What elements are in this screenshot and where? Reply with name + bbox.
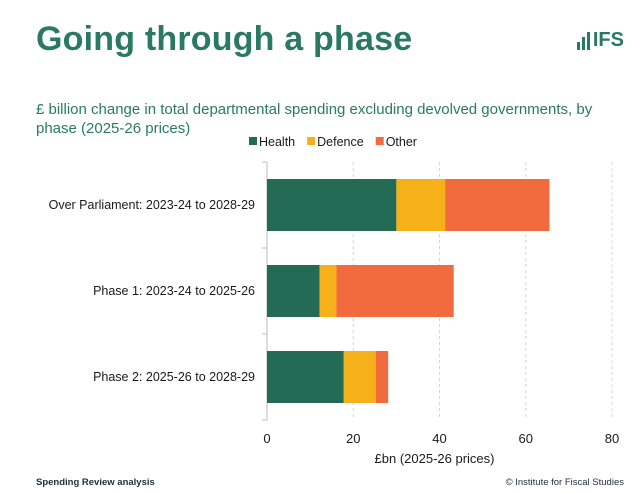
legend-label-health: Health: [259, 135, 295, 149]
x-axis-label: £bn (2025-26 prices): [375, 451, 495, 466]
footer-copyright: © Institute for Fiscal Studies: [505, 477, 624, 488]
x-tick-label-3: 60: [519, 431, 533, 446]
ifs-logo-bars-icon: [576, 28, 590, 50]
category-label-1: Phase 1: 2023-24 to 2025-26: [93, 284, 255, 298]
page-title: Going through a phase: [36, 20, 413, 58]
bar-other-0: [445, 179, 550, 231]
legend-swatch-defence: [307, 137, 316, 145]
bar-defence-0: [396, 179, 446, 231]
bar-defence-1: [319, 265, 337, 317]
bar-other-1: [336, 265, 454, 317]
category-label-0: Over Parliament: 2023-24 to 2028-29: [49, 198, 255, 212]
bar-defence-2: [343, 351, 376, 403]
x-tick-label-4: 80: [605, 431, 619, 446]
legend-swatch-other: [375, 137, 384, 145]
x-tick-label-2: 40: [432, 431, 446, 446]
chart-subtitle: £ billion change in total departmental s…: [36, 101, 593, 137]
ifs-logo: IFS: [576, 28, 624, 51]
ifs-logo-text: IFS: [592, 29, 624, 51]
x-tick-label-0: 0: [263, 431, 270, 446]
legend-label-defence: Defence: [317, 135, 364, 149]
legend-swatch-health: [249, 137, 257, 145]
legend-label-other: Other: [386, 135, 417, 149]
bar-health-1: [267, 265, 320, 317]
category-label-2: Phase 2: 2025-26 to 2028-29: [93, 370, 255, 384]
bar-health-0: [267, 179, 397, 231]
bar-other-2: [375, 351, 389, 403]
x-tick-label-1: 20: [346, 431, 360, 446]
bar-health-2: [267, 351, 344, 403]
footer-label: Spending Review analysis: [36, 477, 155, 488]
